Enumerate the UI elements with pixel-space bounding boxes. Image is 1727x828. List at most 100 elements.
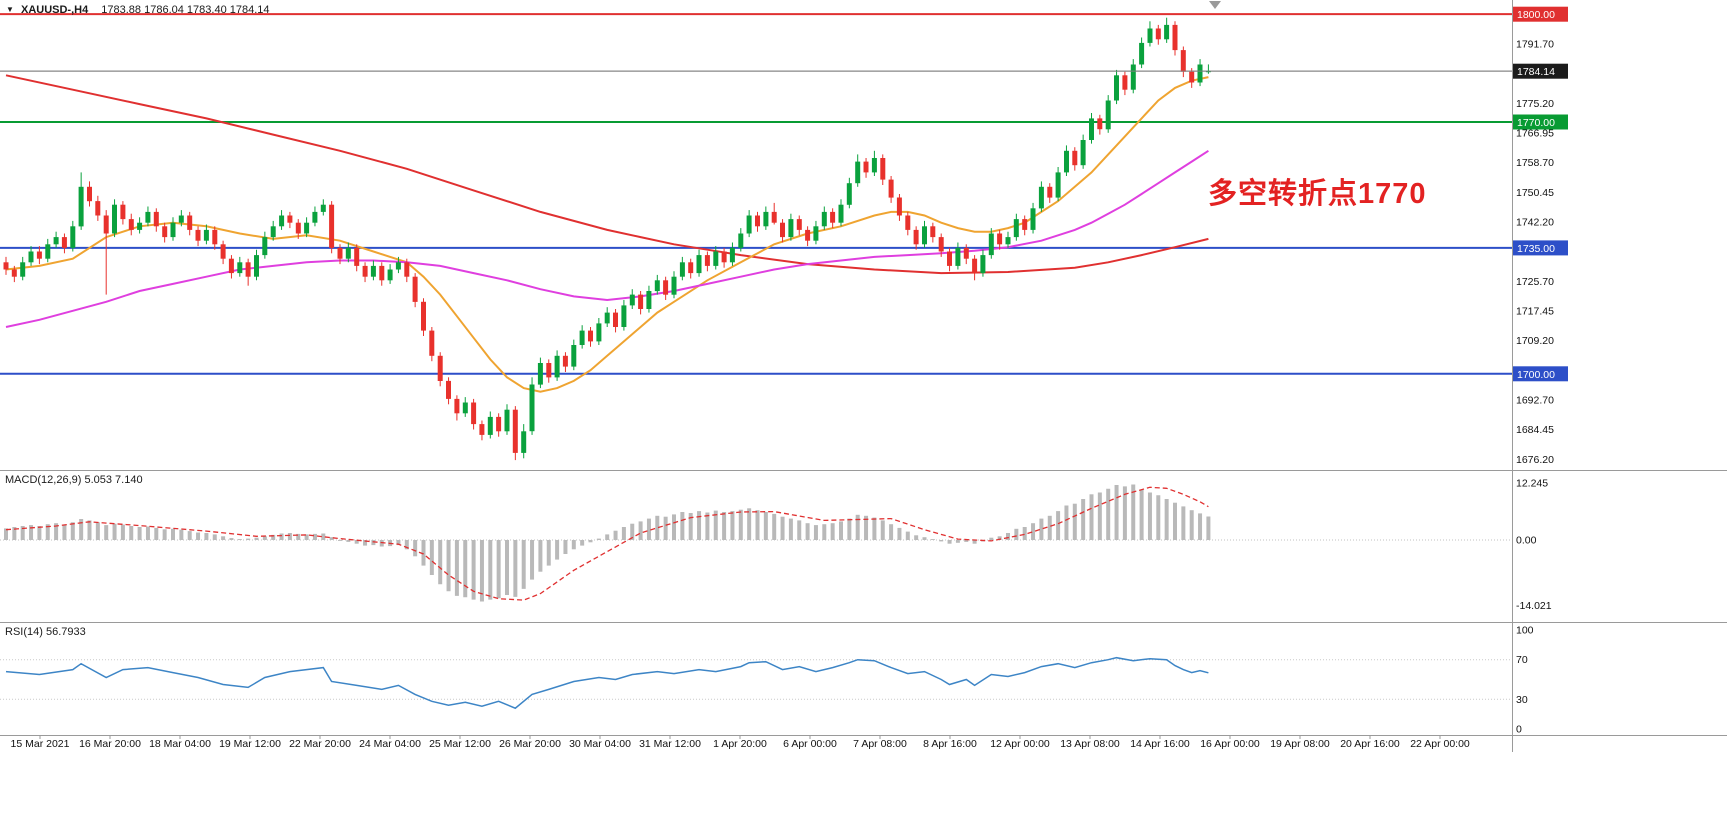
candle-body (304, 222, 310, 234)
candle-body (237, 262, 243, 274)
window-menu-icon[interactable]: ▼ (6, 5, 14, 14)
candle-body (70, 226, 76, 248)
candle-body (1047, 186, 1053, 198)
candle-body (704, 255, 710, 266)
rsi-line (5, 656, 1209, 710)
candle-body (654, 280, 660, 292)
candle-body (1130, 64, 1136, 90)
price-axis-label: 1750.45 (1516, 187, 1554, 199)
time-axis-label: 1 Apr 20:00 (713, 738, 767, 750)
rsi-indicator-label: RSI(14) 56.7933 (5, 626, 86, 638)
candle-body (254, 255, 259, 277)
candle-body (805, 229, 811, 241)
time-axis-label: 31 Mar 12:00 (639, 738, 701, 750)
price-axis-label: 1758.70 (1516, 157, 1554, 169)
rsi-axis-label: 100 (1516, 625, 1534, 637)
candle-body (830, 211, 836, 223)
rsi-axis-label: 0 (1516, 724, 1522, 736)
candle-body (638, 294, 644, 309)
candle-body (738, 233, 744, 248)
candle-body (1155, 28, 1161, 40)
chart-annotation-text[interactable]: 多空转折点1770 (1208, 178, 1427, 210)
candle-body (1055, 172, 1061, 198)
candle-body (880, 158, 886, 180)
candle-body (755, 215, 760, 227)
candle-body (28, 251, 34, 263)
candle-body (613, 312, 618, 327)
price-badge-label: 1735.00 (1517, 243, 1555, 255)
candle-body (61, 237, 67, 248)
candle-body (1022, 219, 1028, 230)
candle-body (1080, 140, 1086, 166)
candle-body (512, 409, 518, 453)
candle-body (462, 402, 468, 414)
price-axis-label: 1775.20 (1516, 98, 1554, 110)
candle-body (562, 355, 568, 367)
candle-body (412, 276, 418, 302)
candle-body (228, 258, 234, 274)
candle-body (446, 380, 451, 399)
candle-body (988, 233, 994, 256)
ma-mid-magenta-line (5, 149, 1209, 328)
candle-body (1105, 100, 1111, 130)
candle-body (87, 186, 92, 202)
price-axis-label: 1766.95 (1516, 128, 1554, 140)
time-axis-label: 22 Apr 00:00 (1410, 738, 1470, 750)
time-axis-label: 8 Apr 16:00 (923, 738, 977, 750)
price-badge (1513, 63, 1568, 79)
candle-body (487, 416, 493, 435)
candle-body (1164, 24, 1170, 40)
candle-body (696, 255, 702, 274)
ma-fast-orange-line (5, 76, 1209, 393)
candle-body (963, 247, 969, 259)
candle-body (379, 265, 385, 281)
chart-shift-marker[interactable] (1209, 1, 1221, 9)
candle-body (95, 201, 101, 216)
candle-body (888, 179, 894, 198)
candle-body (429, 330, 435, 356)
ohlc-readout: 1783.88 1786.04 1783.40 1784.14 (101, 4, 270, 16)
time-axis-label: 22 Mar 20:00 (289, 738, 351, 750)
candle-body (404, 262, 410, 277)
price-axis-label: 1676.20 (1516, 454, 1554, 466)
candle-body (1089, 118, 1094, 140)
candle-body (1064, 150, 1069, 173)
candle-body (170, 222, 176, 238)
candle-body (780, 222, 785, 238)
price-badge (1513, 6, 1568, 22)
time-axis-label: 24 Mar 04:00 (359, 738, 421, 750)
candle-body (137, 222, 143, 230)
candle-body (1072, 150, 1078, 166)
candle-body (370, 265, 376, 277)
candle-body (11, 269, 17, 277)
time-axis-label: 16 Mar 20:00 (79, 738, 141, 750)
chart-header: ▼ XAUUSD-,H4 1783.88 1786.04 1783.40 178… (6, 4, 270, 16)
time-axis-label: 15 Mar 2021 (11, 738, 70, 750)
candle-body (437, 355, 443, 381)
candle-body (838, 204, 844, 223)
candle-body (245, 262, 251, 277)
candle-body (145, 211, 151, 223)
candle-body (479, 424, 485, 435)
candle-body (504, 409, 510, 432)
price-axis-label: 1717.45 (1516, 306, 1554, 318)
candle-body (120, 204, 126, 220)
candle-body (1189, 71, 1195, 83)
candle-body (337, 247, 343, 259)
candle-body (220, 244, 226, 259)
price-axis-label: 1692.70 (1516, 395, 1554, 407)
candle-body (621, 305, 627, 327)
price-axis-label: 1725.70 (1516, 276, 1554, 288)
candle-body (546, 363, 552, 378)
candle-body (345, 247, 351, 259)
candle-body (955, 247, 961, 266)
candle-body (320, 204, 326, 212)
candle-body (679, 262, 685, 277)
candle-body (195, 229, 201, 241)
price-axis-label: 1684.45 (1516, 424, 1554, 436)
candle-body (855, 161, 861, 184)
candle-body (604, 312, 610, 324)
candle-body (588, 330, 593, 342)
